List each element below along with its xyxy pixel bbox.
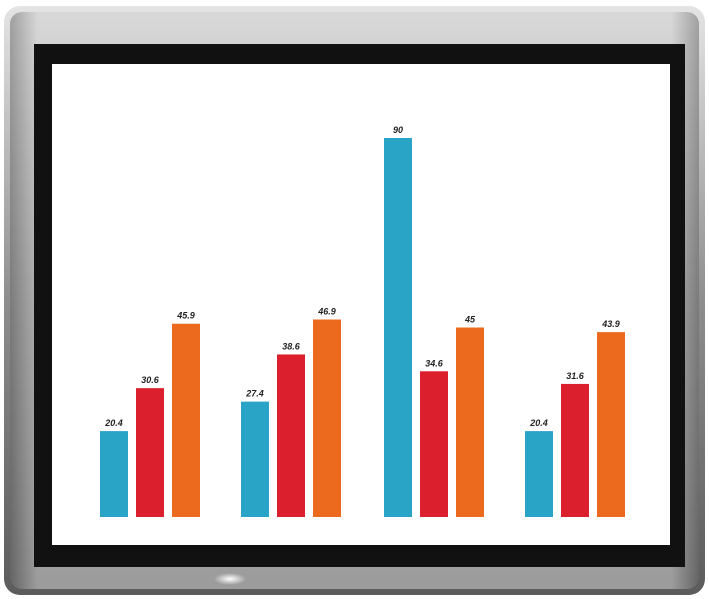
data-label-series3-group1: 45.9 xyxy=(176,311,195,321)
data-label-series1-group2: 27.4 xyxy=(245,389,264,399)
data-label-series3-group2: 46.9 xyxy=(317,306,336,316)
bar-series2-group3 xyxy=(420,371,448,517)
bar-series3-group4 xyxy=(597,332,625,517)
bar-marks xyxy=(100,138,625,517)
data-label-series3-group4: 43.9 xyxy=(601,319,620,329)
data-labels: 20.4 27.4 90 20.4 30.6 38.6 34.6 31.6 45.9 46.9 45… xyxy=(104,125,620,428)
bar-series1-group1 xyxy=(100,431,128,517)
bar-series1-group4 xyxy=(525,431,553,517)
data-label-series2-group4: 31.6 xyxy=(566,371,585,381)
bar-series3-group1 xyxy=(172,323,200,517)
bar-series2-group1 xyxy=(136,388,164,517)
data-label-series3-group3: 45 xyxy=(464,315,476,325)
data-label-series2-group2: 38.6 xyxy=(282,341,301,351)
bar-series3-group2 xyxy=(313,319,341,517)
data-label-series1-group3: 90 xyxy=(393,125,403,135)
data-label-series1-group1: 20.4 xyxy=(104,418,123,428)
bar-series3-group3 xyxy=(456,327,484,517)
bar-series1-group3 xyxy=(384,138,412,517)
data-label-series1-group4: 20.4 xyxy=(529,418,548,428)
data-label-series2-group3: 34.6 xyxy=(425,358,444,368)
bezel-glint xyxy=(214,573,246,585)
bar-series2-group2 xyxy=(277,354,305,517)
bar-series2-group4 xyxy=(561,383,589,517)
data-label-series2-group1: 30.6 xyxy=(141,375,160,385)
bar-series1-group2 xyxy=(241,401,269,517)
